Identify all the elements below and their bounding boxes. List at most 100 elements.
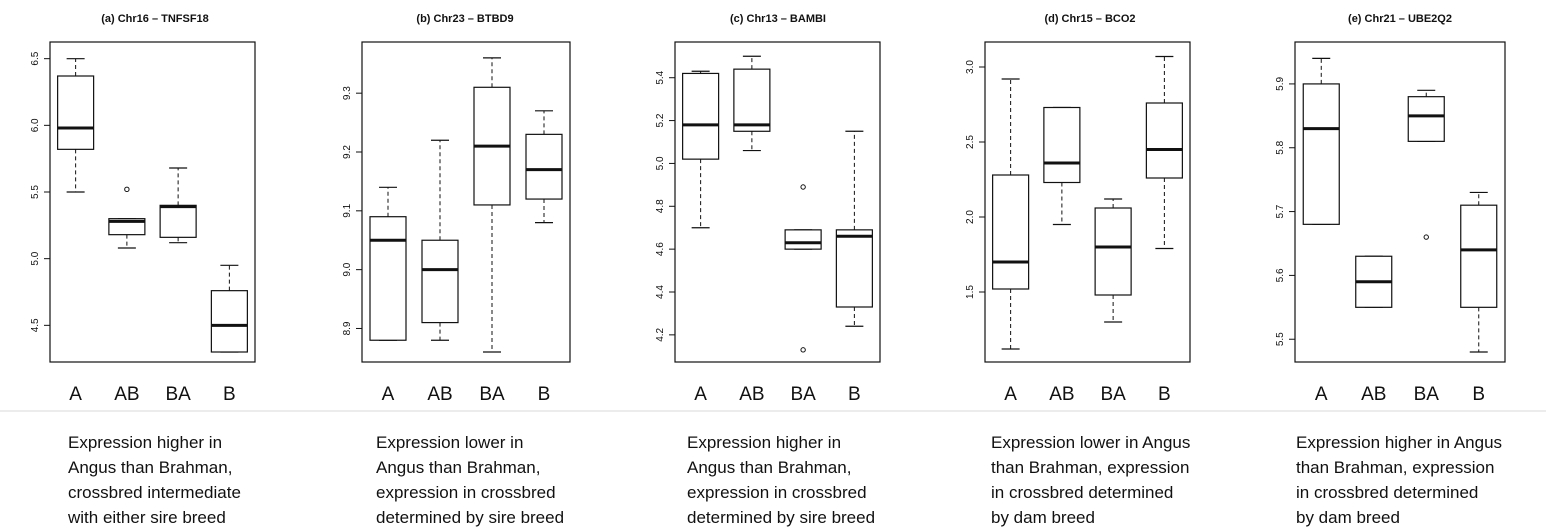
outlier-point (124, 186, 130, 193)
y-tick-label: 6.5 (30, 51, 41, 65)
box-body (784, 229, 822, 250)
panel-caption: Expression lower in Angus than Brahman, ex… (376, 430, 636, 530)
caption-line: by dam breed (1296, 508, 1400, 527)
y-tick-label: 4.2 (655, 327, 666, 341)
plot-frame (674, 41, 881, 363)
x-tick-label: B (848, 384, 861, 405)
y-tick-label: 5.9 (1275, 77, 1286, 91)
panel-caption: Expression higher in Angus than Brahman, … (1296, 430, 1546, 530)
y-tick-label: 5.5 (30, 185, 41, 199)
x-tick-label: A (69, 384, 82, 405)
x-tick-label: BA (1414, 384, 1440, 405)
x-tick-label: B (1158, 384, 1171, 405)
plot-frame (361, 41, 571, 363)
panel-caption: Expression lower in Angus than Brahman, e… (991, 430, 1251, 530)
caption-line: Angus than Brahman, (68, 458, 233, 477)
y-tick-label: 2.5 (965, 135, 976, 149)
x-tick-label: A (694, 384, 707, 405)
plot-frame (1294, 41, 1506, 363)
x-tick-label: A (1315, 384, 1328, 405)
x-tick-label: AB (114, 384, 139, 405)
box-body (733, 68, 771, 132)
caption-line: Angus than Brahman, (687, 458, 852, 477)
plot-frame (49, 41, 256, 363)
panel-title: (c) Chr13 – BAMBI (730, 13, 826, 25)
caption-line: Expression higher in Angus (1296, 433, 1503, 452)
x-tick-label: BA (1100, 384, 1126, 405)
y-tick-label: 4.8 (655, 199, 666, 213)
box-body (210, 290, 248, 353)
outlier-point (800, 347, 806, 353)
panel-title: (a) Chr16 – TNFSF18 (101, 13, 209, 25)
caption-line: with either sire breed (68, 508, 226, 527)
box-body (1043, 106, 1081, 184)
y-tick-label: 8.9 (342, 321, 353, 335)
caption-line: Expression lower in Angus (991, 433, 1191, 452)
box-body (57, 75, 95, 150)
x-tick-label: A (1004, 384, 1017, 405)
x-tick-label: AB (1049, 384, 1074, 405)
plot-frame (984, 41, 1191, 363)
y-tick-label: 9.0 (342, 262, 353, 276)
caption-line: by dam breed (991, 508, 1095, 527)
caption-line: determined by sire breed (376, 508, 565, 527)
x-tick-label: BA (790, 384, 816, 405)
x-tick-label: AB (1361, 384, 1386, 405)
y-tick-label: 5.7 (1275, 204, 1286, 218)
y-tick-label: 4.4 (655, 285, 666, 299)
caption-line: expression in crossbred (376, 483, 556, 502)
panel-caption: Expression higher in Angus than Brahman, c… (68, 430, 328, 530)
y-tick-label: 9.3 (342, 86, 353, 100)
y-tick-label: 5.2 (655, 113, 666, 127)
x-tick-label: BA (479, 384, 505, 405)
y-tick-label: 5.8 (1275, 140, 1286, 154)
x-tick-label: B (223, 384, 236, 405)
box-body (1145, 102, 1183, 179)
caption-line: than Brahman, expression (991, 458, 1190, 477)
caption-line: than Brahman, expression (1296, 458, 1495, 477)
panel-caption: Expression higher in Angus than Brahman, e… (687, 430, 947, 530)
y-tick-label: 6.0 (30, 118, 41, 132)
box-body (159, 204, 197, 238)
box-body (1460, 204, 1498, 308)
y-tick-label: 4.6 (655, 242, 666, 256)
outlier-point (800, 184, 806, 190)
x-tick-label: AB (427, 384, 452, 405)
caption-line: crossbred intermediate (68, 483, 241, 502)
box-body (1407, 96, 1445, 142)
y-tick-label: 5.0 (30, 251, 41, 265)
caption-line: in crossbred determined (1296, 483, 1479, 502)
y-tick-label: 5.6 (1275, 268, 1286, 282)
box-body (682, 72, 720, 160)
y-tick-label: 4.5 (30, 318, 41, 332)
y-tick-label: 5.0 (655, 156, 666, 170)
panel-title: (b) Chr23 – BTBD9 (416, 13, 513, 25)
box-body (992, 174, 1030, 290)
caption-line: Angus than Brahman, (376, 458, 541, 477)
caption-line: Expression lower in (376, 433, 524, 452)
panel-title: (e) Chr21 – UBE2Q2 (1348, 13, 1452, 25)
panel-title: (d) Chr15 – BCO2 (1044, 13, 1135, 25)
y-tick-label: 1.5 (965, 285, 976, 299)
box-body (1094, 207, 1132, 296)
x-tick-label: AB (739, 384, 764, 405)
x-tick-label: B (1472, 384, 1485, 405)
box-body (369, 216, 407, 341)
y-tick-label: 9.1 (342, 203, 353, 217)
y-tick-label: 9.2 (342, 145, 353, 159)
caption-line: Expression higher in (68, 433, 223, 452)
caption-line: Expression higher in (687, 433, 842, 452)
outlier-point (1423, 234, 1429, 240)
box-body (525, 133, 563, 200)
box-body (835, 229, 873, 308)
y-tick-label: 3.0 (965, 60, 976, 74)
y-tick-label: 5.4 (655, 70, 666, 84)
x-tick-label: A (382, 384, 395, 405)
box-body (421, 239, 459, 324)
x-tick-label: BA (165, 384, 191, 405)
y-tick-label: 5.5 (1275, 332, 1286, 346)
y-tick-label: 2.0 (965, 210, 976, 224)
caption-line: in crossbred determined (991, 483, 1174, 502)
x-tick-label: B (538, 384, 551, 405)
